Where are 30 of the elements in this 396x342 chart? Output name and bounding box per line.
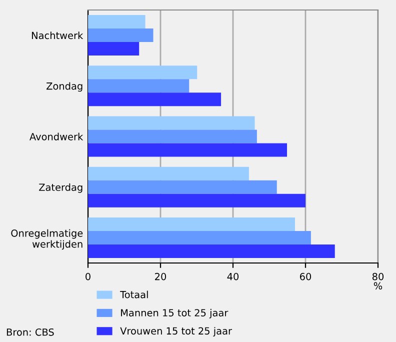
x-tick-label: 0 bbox=[86, 272, 90, 280]
text: Bron: CBS bbox=[6, 328, 54, 336]
bar bbox=[88, 166, 249, 180]
y-tick-label: Zondag bbox=[46, 82, 82, 92]
bar bbox=[88, 130, 257, 144]
legend-label: Mannen 15 tot 25 jaar bbox=[121, 308, 228, 318]
legend-label: Totaal bbox=[120, 290, 148, 298]
bar bbox=[88, 217, 295, 231]
y-tick-label: Onregelmatige werktijden bbox=[11, 229, 83, 250]
bar bbox=[88, 15, 146, 29]
x-tick-label: 80 bbox=[372, 272, 384, 280]
y-tick-label: Avondwerk bbox=[30, 132, 84, 140]
bar bbox=[88, 28, 154, 42]
bar bbox=[88, 79, 190, 93]
bar bbox=[88, 230, 311, 244]
bar bbox=[88, 116, 255, 130]
x-axis-title: % bbox=[374, 282, 382, 290]
bar bbox=[88, 194, 306, 208]
bar bbox=[88, 66, 198, 80]
x-tick-label: 60 bbox=[300, 272, 312, 280]
y-tick-label: Nachtwerk bbox=[32, 32, 84, 40]
x-tick-label: 40 bbox=[227, 272, 239, 280]
bar bbox=[88, 244, 335, 258]
legend-label: Vrouwen 15 tot 25 jaar bbox=[120, 327, 232, 336]
bar bbox=[88, 180, 277, 194]
bar bbox=[88, 92, 222, 106]
y-tick-label: Zaterdag bbox=[39, 183, 82, 193]
x-tick-label: 20 bbox=[155, 272, 166, 280]
bar bbox=[88, 143, 288, 157]
bar bbox=[88, 42, 140, 56]
